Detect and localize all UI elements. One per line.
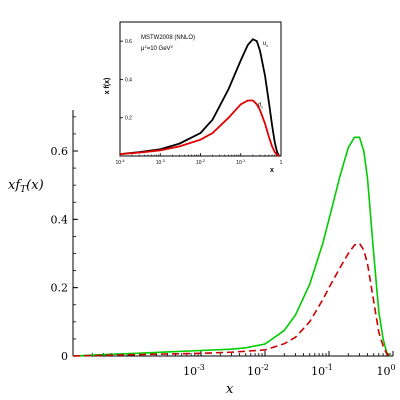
inset-plot: 10-4 10-3 10-2 10-1 10.20.40.6 MSTW2008 (NNL… xyxy=(104,21,283,174)
inset-y-tick-label: 0.4 xyxy=(125,77,132,83)
inset-series-label-main: u xyxy=(263,41,266,47)
inset-x-tick-label: 10-2 xyxy=(196,158,206,166)
inset-x-tick-base: 1 xyxy=(280,160,283,166)
inset-series-line-0 xyxy=(119,38,280,157)
main-y-tick-label: 0.6 xyxy=(51,145,69,158)
main-x-tick-exp: -2 xyxy=(261,363,269,372)
inset-x-tick-exp: -4 xyxy=(121,158,125,163)
main-x-tick-base: 10 xyxy=(376,365,390,378)
main-x-tick-label: 10-1 xyxy=(311,363,333,378)
main-x-axis-label: x xyxy=(226,382,234,397)
main-x-tick-exp: 0 xyxy=(390,363,395,372)
main-x-tick-label: 10-2 xyxy=(247,363,269,378)
inset-x-tick-base: 10 xyxy=(156,160,162,166)
inset-series-label-main: d xyxy=(258,102,261,108)
inset-x-tick-base: 10 xyxy=(115,160,121,166)
inset-scale-label: μ2=10 GeV2 xyxy=(141,44,174,52)
inset-x-tick-base: 10 xyxy=(196,160,202,166)
main-x-tick-exp: -1 xyxy=(325,363,333,372)
main-x-tick-label: 100 xyxy=(376,363,395,378)
inset-x-tick-exp: -3 xyxy=(161,158,165,163)
main-y-tick-label: 0 xyxy=(61,350,68,363)
inset-x-tick-label: 10-3 xyxy=(156,158,166,166)
main-x-tick-base: 10 xyxy=(183,365,197,378)
inset-x-tick-exp: -2 xyxy=(202,158,206,163)
main-x-tick-exp: -3 xyxy=(197,363,205,372)
inset-y-axis-label: x f(x) xyxy=(104,78,111,95)
inset-x-tick-exp: -1 xyxy=(242,158,246,163)
inset-series-label-sub: v xyxy=(261,104,263,109)
inset-x-tick-label: 10-4 xyxy=(115,158,125,166)
inset-x-tick-base: 10 xyxy=(236,160,242,166)
inset-series-label-0: uv xyxy=(263,41,268,48)
inset-y-tick-label: 0.6 xyxy=(125,39,132,45)
main-y-axis-label: xfT(x) xyxy=(8,178,44,195)
main-y-tick-label: 0.4 xyxy=(51,213,69,226)
main-series-line-1 xyxy=(72,242,391,357)
inset-series-line-1 xyxy=(119,99,280,157)
main-x-tick-label: 10-3 xyxy=(183,363,205,378)
inset-y-tick-label: 0.2 xyxy=(125,116,132,122)
main-x-tick-base: 10 xyxy=(247,365,261,378)
inset-x-tick-label: 10-1 xyxy=(236,158,246,166)
inset-title: MSTW2008 (NNLO) xyxy=(141,35,195,41)
main-x-tick-base: 10 xyxy=(311,365,325,378)
inset-series-label-sub: v xyxy=(266,43,268,48)
main-y-tick-label: 0.2 xyxy=(51,282,69,295)
inset-x-tick-label: 1 xyxy=(280,160,283,166)
main-series-line-0 xyxy=(72,136,391,357)
inset-x-axis-label: x xyxy=(270,167,274,174)
inset-series-label-1: dv xyxy=(258,102,263,109)
